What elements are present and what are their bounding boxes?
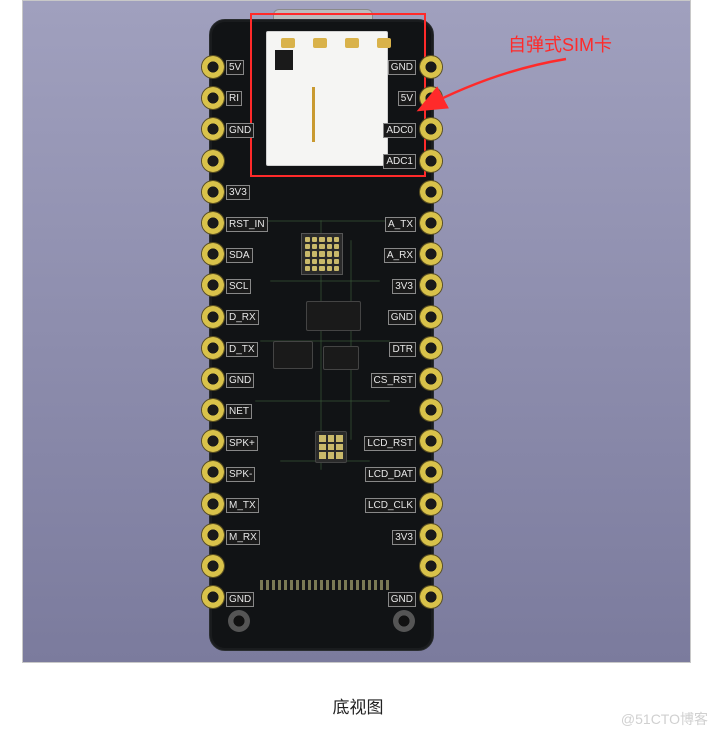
pin-hole: [202, 430, 224, 452]
ic-3: [323, 346, 359, 370]
pin-label-lcd-dat: LCD_DAT: [365, 467, 416, 482]
pin-label-adc0: ADC0: [383, 123, 416, 138]
pin-label-lcd-clk: LCD_CLK: [365, 498, 416, 513]
pin-hole: [202, 399, 224, 421]
pin-label-5v: 5V: [226, 60, 244, 75]
pin-hole: [202, 150, 224, 172]
pin-label-5v: 5V: [398, 91, 416, 106]
mount-hole: [228, 610, 250, 632]
pin-hole: [202, 493, 224, 515]
pin-label-dtr: DTR: [389, 342, 416, 357]
sim-callout-text: 自弹式SIM卡: [508, 31, 612, 57]
pin-hole: [202, 586, 224, 608]
pin-label-scl: SCL: [226, 279, 251, 294]
pin-hole: [202, 56, 224, 78]
pin-column-right: [420, 56, 442, 617]
ic-2: [273, 341, 313, 369]
figure-caption: 底视图: [0, 693, 716, 718]
pin-hole: [420, 181, 442, 203]
pin-label-gnd: GND: [226, 373, 254, 388]
pin-hole: [202, 368, 224, 390]
pin-hole: [420, 524, 442, 546]
pin-hole: [202, 306, 224, 328]
pin-hole: [420, 337, 442, 359]
pin-label-gnd: GND: [388, 592, 416, 607]
pin-hole: [420, 150, 442, 172]
pin-label-gnd: GND: [388, 60, 416, 75]
pin-label-cs-rst: CS_RST: [371, 373, 416, 388]
pin-hole: [420, 118, 442, 140]
pin-hole: [420, 274, 442, 296]
pin-label-sda: SDA: [226, 248, 253, 263]
pin-label-ri: RI: [226, 91, 242, 106]
pin-label-m-rx: M_RX: [226, 530, 260, 545]
pin-label-net: NET: [226, 404, 252, 419]
pin-hole: [420, 399, 442, 421]
pin-hole: [420, 243, 442, 265]
pin-label-gnd: GND: [226, 123, 254, 138]
pin-label-adc1: ADC1: [383, 154, 416, 169]
pin-hole: [202, 337, 224, 359]
pin-column-left: [202, 56, 224, 617]
pin-label-gnd: GND: [226, 592, 254, 607]
pin-hole: [420, 586, 442, 608]
pin-hole: [420, 430, 442, 452]
pin-hole: [202, 243, 224, 265]
pin-hole: [420, 306, 442, 328]
render-canvas: 5V RI GND 3V3 RST_IN SDA SCL D_RX D_TX GND NET SPK+…: [22, 0, 691, 663]
pin-hole: [420, 212, 442, 234]
ic-1: [306, 301, 361, 331]
pin-hole: [202, 212, 224, 234]
pin-label-m-tx: M_TX: [226, 498, 259, 513]
pin-hole: [420, 493, 442, 515]
ic-4: [315, 431, 347, 463]
pin-hole: [420, 87, 442, 109]
pin-hole: [202, 524, 224, 546]
pin-label-3v3: 3V3: [392, 279, 416, 294]
pin-label-a-rx: A_RX: [384, 248, 416, 263]
pin-label-spk-: SPK-: [226, 467, 255, 482]
pin-hole: [202, 274, 224, 296]
pin-label-rst-in: RST_IN: [226, 217, 268, 232]
bottom-connector-vias: [260, 580, 389, 590]
pin-label-a-tx: A_TX: [385, 217, 416, 232]
pin-hole: [420, 368, 442, 390]
pin-hole: [420, 56, 442, 78]
pin-hole: [202, 461, 224, 483]
pin-hole: [202, 87, 224, 109]
pin-label-d-tx: D_TX: [226, 342, 258, 357]
pin-label-3v3: 3V3: [226, 185, 250, 200]
pin-hole: [420, 555, 442, 577]
pin-hole: [202, 118, 224, 140]
watermark: @51CTO博客: [621, 709, 708, 729]
pin-label-lcd-rst: LCD_RST: [364, 436, 416, 451]
pin-hole: [202, 555, 224, 577]
pin-hole: [202, 181, 224, 203]
main-ic-grid: [301, 233, 343, 275]
pin-hole: [420, 461, 442, 483]
pin-label-gnd: GND: [388, 310, 416, 325]
pin-label-spk-: SPK+: [226, 436, 258, 451]
mount-hole: [393, 610, 415, 632]
pin-label-3v3: 3V3: [392, 530, 416, 545]
pin-label-d-rx: D_RX: [226, 310, 259, 325]
